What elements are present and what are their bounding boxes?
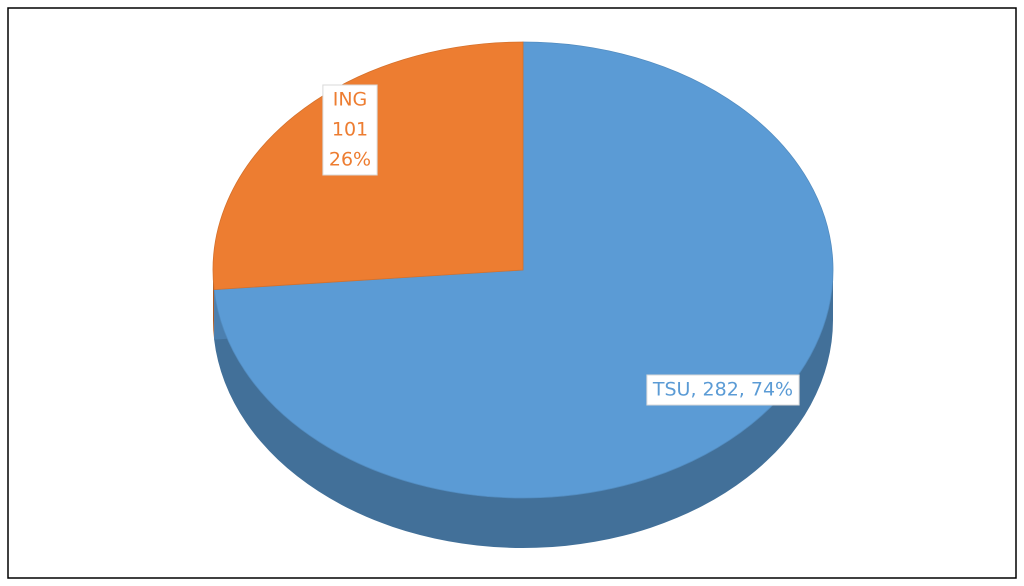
data-label-box (322, 84, 378, 176)
data-label: TSU, 282, 74% (646, 374, 800, 406)
data-label-line: ING (333, 89, 368, 111)
pie: TSU, 282, 74% ING 101 26% (212, 41, 834, 549)
slice-side (214, 270, 834, 549)
data-label: ING 101 26% (322, 84, 378, 176)
data-label-box (646, 374, 800, 406)
data-label-line: 101 (332, 119, 368, 141)
data-label-line: 26% (329, 149, 371, 171)
data-label-line: TSU, 282, 74% (652, 379, 793, 401)
